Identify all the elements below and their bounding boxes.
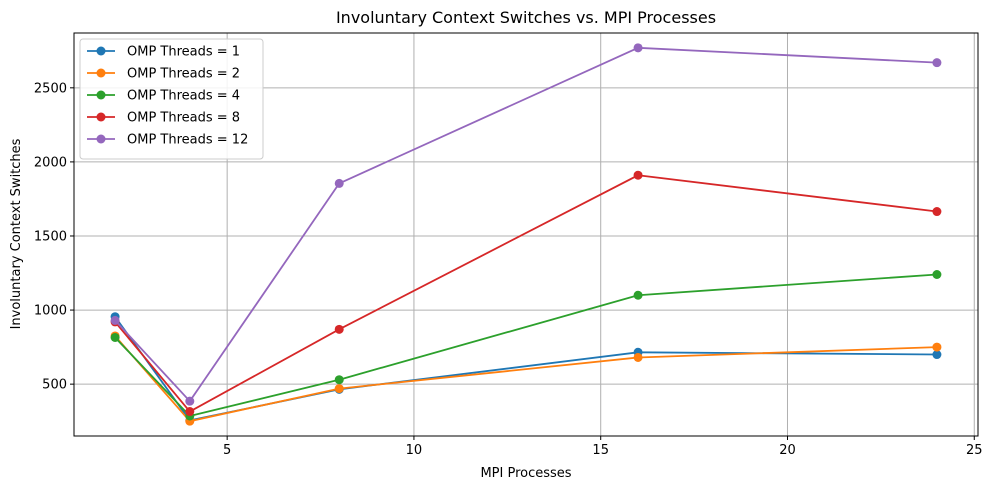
data-point — [932, 207, 942, 217]
x-axis-ticks: 5 10 15 20 25 — [223, 436, 983, 458]
legend-marker — [96, 112, 106, 122]
x-axis-title: MPI Processes — [480, 466, 571, 481]
data-point — [334, 384, 344, 394]
x-tick-label: 10 — [406, 443, 423, 458]
data-point — [110, 315, 120, 325]
x-tick-label: 5 — [223, 443, 231, 458]
data-point — [932, 342, 942, 352]
y-axis-title: Involuntary Context Switches — [9, 138, 24, 329]
data-point — [633, 170, 643, 180]
legend-box — [79, 38, 264, 160]
y-tick-label: 2500 — [34, 81, 67, 96]
data-point — [932, 58, 942, 68]
legend-marker — [96, 90, 106, 100]
data-point — [334, 178, 344, 188]
legend-label: OMP Threads = 4 — [127, 89, 240, 104]
data-point — [633, 43, 643, 53]
x-tick-label: 20 — [779, 443, 796, 458]
y-tick-label: 2000 — [34, 155, 67, 170]
data-point — [932, 350, 942, 360]
legend-label: OMP Threads = 2 — [127, 67, 240, 82]
y-tick-label: 1500 — [34, 229, 67, 244]
legend-label: OMP Threads = 1 — [127, 45, 240, 60]
x-tick-label: 25 — [966, 443, 983, 458]
y-tick-label: 500 — [42, 378, 67, 393]
legend-label: OMP Threads = 12 — [127, 133, 248, 148]
x-tick-label: 15 — [592, 443, 609, 458]
data-point — [334, 375, 344, 385]
chart-title: Involuntary Context Switches vs. MPI Pro… — [336, 8, 716, 27]
y-tick-label: 1000 — [34, 304, 67, 319]
series-lines — [110, 43, 942, 426]
data-point — [110, 332, 120, 342]
legend-label: OMP Threads = 8 — [127, 111, 240, 126]
y-axis-ticks: 500 1000 1500 2000 2500 — [34, 81, 74, 393]
data-point — [185, 407, 195, 417]
legend: OMP Threads = 1 OMP Threads = 2 OMP Thread… — [79, 38, 264, 160]
legend-marker — [96, 134, 106, 144]
data-point — [633, 290, 643, 300]
data-point — [633, 352, 643, 362]
data-point — [334, 324, 344, 334]
data-point — [932, 270, 942, 280]
legend-marker — [96, 46, 106, 56]
grid — [74, 33, 978, 436]
legend-marker — [96, 68, 106, 78]
plot-frame — [73, 32, 979, 437]
data-point — [185, 396, 195, 406]
